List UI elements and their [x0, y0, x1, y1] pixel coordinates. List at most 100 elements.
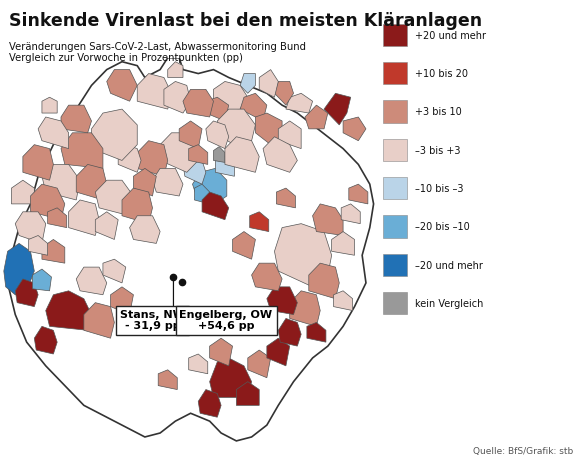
Polygon shape — [236, 382, 259, 405]
Polygon shape — [313, 204, 343, 236]
Text: –20 und mehr: –20 und mehr — [415, 261, 483, 271]
Polygon shape — [95, 180, 133, 216]
Polygon shape — [15, 279, 38, 307]
Polygon shape — [240, 73, 255, 93]
Polygon shape — [206, 97, 229, 121]
Polygon shape — [248, 350, 271, 378]
Polygon shape — [259, 70, 278, 97]
Polygon shape — [324, 93, 351, 125]
Polygon shape — [198, 389, 221, 417]
Polygon shape — [276, 188, 296, 208]
Text: –20 bis –10: –20 bis –10 — [415, 222, 470, 232]
Polygon shape — [42, 239, 65, 263]
Polygon shape — [168, 62, 183, 78]
Polygon shape — [240, 93, 267, 121]
Text: Stans, NW
- 31,9 pp: Stans, NW - 31,9 pp — [120, 310, 185, 331]
Text: Vergleich zur Vorwoche in Prozentpunkten (pp): Vergleich zur Vorwoche in Prozentpunkten… — [9, 53, 243, 63]
Polygon shape — [225, 137, 259, 172]
Polygon shape — [4, 243, 34, 295]
Polygon shape — [210, 358, 251, 397]
Polygon shape — [189, 145, 208, 164]
Polygon shape — [84, 303, 114, 338]
Polygon shape — [69, 200, 99, 236]
Text: –3 bis +3: –3 bis +3 — [415, 146, 460, 156]
Polygon shape — [8, 58, 374, 441]
Polygon shape — [267, 338, 290, 366]
Text: +20 und mehr: +20 und mehr — [415, 30, 486, 41]
Polygon shape — [278, 121, 301, 149]
Polygon shape — [76, 164, 107, 200]
Polygon shape — [290, 291, 320, 326]
Polygon shape — [309, 263, 339, 299]
Text: Sinkende Virenlast bei den meisten Kläranlagen: Sinkende Virenlast bei den meisten Klära… — [9, 12, 482, 30]
Text: kein Vergleich: kein Vergleich — [415, 299, 483, 309]
Polygon shape — [137, 141, 168, 176]
Polygon shape — [250, 212, 269, 231]
Polygon shape — [179, 121, 202, 149]
Polygon shape — [164, 81, 191, 113]
Polygon shape — [61, 105, 91, 133]
Polygon shape — [215, 157, 235, 176]
Polygon shape — [343, 117, 366, 141]
Polygon shape — [29, 236, 48, 255]
Polygon shape — [217, 109, 255, 149]
Polygon shape — [307, 322, 326, 342]
Polygon shape — [15, 212, 46, 243]
Polygon shape — [61, 133, 103, 168]
Polygon shape — [206, 121, 229, 149]
Polygon shape — [12, 180, 34, 204]
Polygon shape — [158, 370, 178, 389]
Polygon shape — [42, 97, 57, 113]
Polygon shape — [48, 208, 67, 228]
Polygon shape — [255, 113, 282, 145]
Polygon shape — [160, 133, 198, 172]
Polygon shape — [332, 231, 354, 255]
Polygon shape — [267, 287, 297, 315]
Polygon shape — [305, 105, 328, 129]
Polygon shape — [46, 291, 91, 330]
Polygon shape — [341, 204, 360, 224]
Polygon shape — [42, 164, 80, 200]
Text: Veränderungen Sars-CoV-2-Last, Abwassermonitoring Bund: Veränderungen Sars-CoV-2-Last, Abwasserm… — [9, 42, 306, 52]
Polygon shape — [275, 224, 332, 287]
Polygon shape — [193, 168, 227, 204]
Polygon shape — [38, 117, 69, 149]
Text: Quelle: BfS/Grafik: stb: Quelle: BfS/Grafik: stb — [473, 448, 573, 456]
Polygon shape — [122, 188, 152, 224]
Polygon shape — [349, 184, 368, 204]
Polygon shape — [278, 318, 301, 346]
Polygon shape — [91, 109, 137, 160]
Polygon shape — [333, 291, 353, 310]
Polygon shape — [76, 267, 107, 295]
Polygon shape — [233, 231, 255, 259]
Polygon shape — [214, 81, 248, 113]
Polygon shape — [23, 145, 54, 180]
Polygon shape — [189, 354, 208, 374]
Polygon shape — [118, 145, 141, 172]
Polygon shape — [286, 93, 313, 113]
Polygon shape — [183, 89, 214, 117]
Polygon shape — [30, 184, 65, 220]
Polygon shape — [263, 137, 297, 172]
Polygon shape — [194, 184, 210, 204]
Text: Engelberg, OW
+54,6 pp: Engelberg, OW +54,6 pp — [179, 310, 272, 331]
Polygon shape — [152, 168, 183, 196]
Polygon shape — [130, 216, 160, 243]
Text: –10 bis –3: –10 bis –3 — [415, 184, 463, 194]
Polygon shape — [183, 157, 206, 184]
Text: +3 bis 10: +3 bis 10 — [415, 107, 462, 117]
Polygon shape — [133, 168, 157, 196]
Polygon shape — [95, 212, 118, 239]
Polygon shape — [137, 73, 172, 109]
Polygon shape — [103, 259, 126, 283]
Polygon shape — [107, 70, 137, 101]
Polygon shape — [34, 326, 57, 354]
Polygon shape — [202, 192, 229, 220]
Polygon shape — [214, 146, 225, 163]
Polygon shape — [275, 81, 293, 105]
Text: +10 bis 20: +10 bis 20 — [415, 69, 468, 79]
Polygon shape — [33, 269, 51, 291]
Polygon shape — [251, 263, 282, 291]
Polygon shape — [210, 338, 233, 366]
Polygon shape — [111, 287, 133, 315]
